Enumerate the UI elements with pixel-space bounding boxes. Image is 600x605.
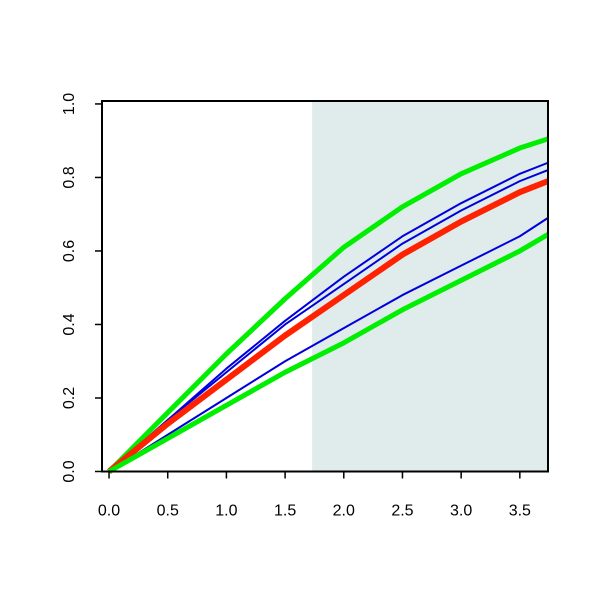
y-tick-label: 0.2 [61, 387, 78, 409]
series-line [107, 136, 549, 474]
shaded-region [312, 101, 548, 472]
x-tick-label: 2.0 [333, 503, 355, 520]
series-line [108, 217, 549, 473]
y-tick-label: 0.8 [61, 166, 78, 188]
y-tick-label: 0.0 [61, 460, 78, 482]
series-line [108, 169, 549, 473]
x-tick-label: 2.5 [391, 503, 413, 520]
series-line [107, 232, 550, 474]
series-line [107, 178, 550, 474]
x-tick-label: 0.5 [157, 503, 179, 520]
x-tick-label: 0.0 [98, 503, 120, 520]
x-tick-label: 1.0 [215, 503, 237, 520]
y-tick-label: 0.4 [61, 313, 78, 335]
x-tick-label: 1.5 [274, 503, 296, 520]
y-tick-label: 1.0 [61, 93, 78, 115]
x-tick-label: 3.0 [450, 503, 472, 520]
y-tick-label: 0.6 [61, 240, 78, 262]
x-tick-label: 3.5 [509, 503, 531, 520]
